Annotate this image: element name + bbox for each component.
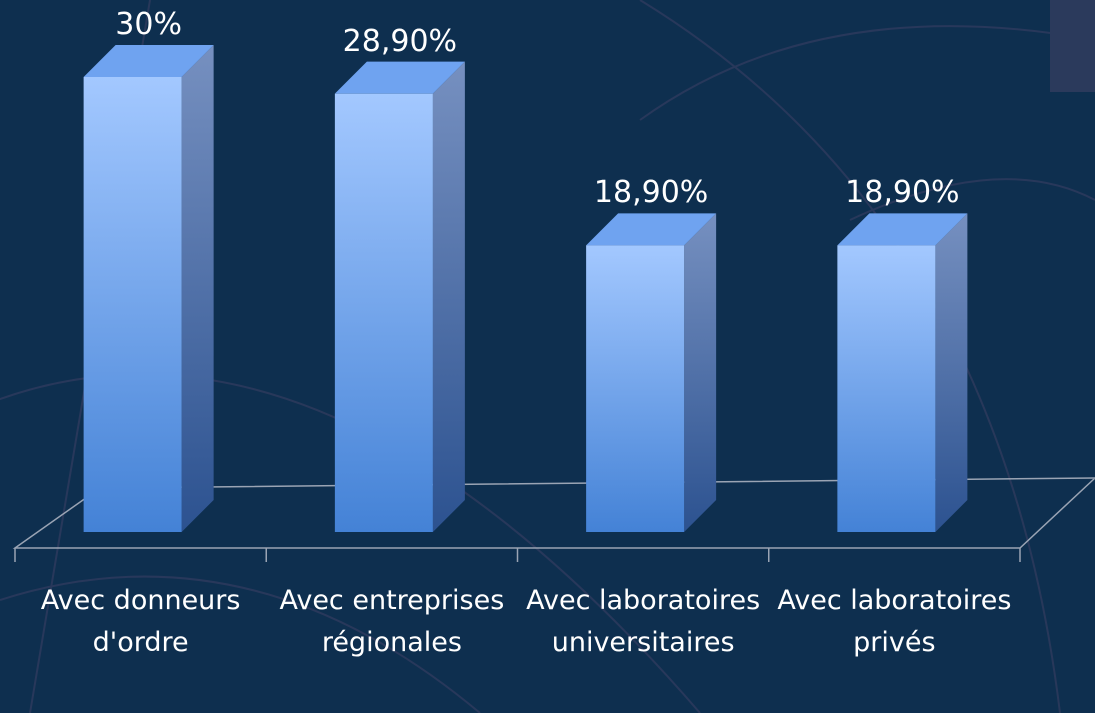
bar xyxy=(586,245,685,532)
x-tick-label: Avec entreprises régionales xyxy=(279,585,505,658)
bar-side xyxy=(935,213,968,532)
value-label: 30% xyxy=(115,7,182,42)
bar xyxy=(334,93,433,532)
bar-top xyxy=(837,213,968,246)
bar-side xyxy=(684,213,717,532)
bar-top xyxy=(334,61,465,94)
x-tick-label: Avec laboratoires privés xyxy=(777,585,1012,658)
bar-top xyxy=(586,213,717,246)
x-tick-label: Avec laboratoires universitaires xyxy=(526,585,761,658)
value-label: 18,90% xyxy=(845,175,960,211)
bar-side xyxy=(181,45,214,532)
value-label: 28,90% xyxy=(342,23,458,59)
value-label: 18,90% xyxy=(593,175,709,211)
bar-top xyxy=(83,45,214,77)
bar xyxy=(83,77,182,532)
bar-side xyxy=(432,61,465,532)
bar xyxy=(837,245,936,532)
corner-box xyxy=(1050,0,1095,92)
floor xyxy=(12,477,1095,549)
x-tick-label: Avec donneurs d'ordre xyxy=(40,585,241,658)
